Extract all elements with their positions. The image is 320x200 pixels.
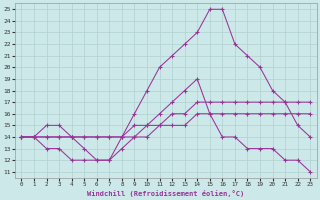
X-axis label: Windchill (Refroidissement éolien,°C): Windchill (Refroidissement éolien,°C) bbox=[87, 190, 244, 197]
